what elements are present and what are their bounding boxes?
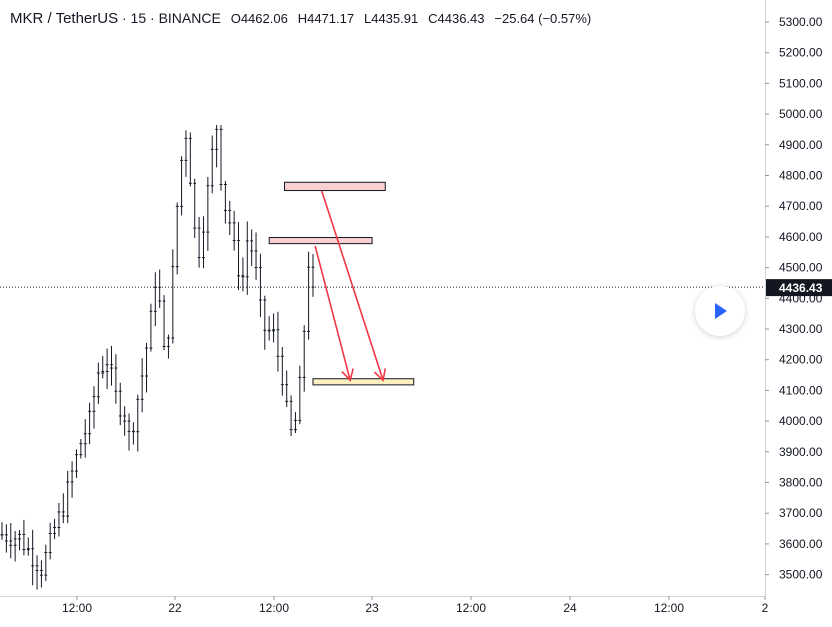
symbol-name[interactable]: MKR / TetherUS bbox=[10, 10, 119, 27]
price-tick-label: 5100.00 bbox=[779, 76, 823, 90]
exchange-label: BINANCE bbox=[158, 10, 221, 26]
last-price-badge-label: 4436.43 bbox=[779, 281, 823, 295]
price-zone bbox=[268, 237, 373, 245]
price-tick-label: 4300.00 bbox=[779, 322, 823, 336]
price-tick-label: 4500.00 bbox=[779, 261, 823, 275]
price-tick-label: 4600.00 bbox=[779, 230, 823, 244]
price-tick-label: 5300.00 bbox=[779, 15, 823, 29]
time-tick-label: 23 bbox=[365, 601, 379, 615]
ohlc-change: −25.64 (−0.57%) bbox=[494, 11, 592, 26]
price-tick-label: 3700.00 bbox=[779, 506, 823, 520]
time-tick-label: 12:00 bbox=[259, 601, 289, 615]
symbol-header: MKR / TetherUS · 15 · BINANCE O4462.06 H… bbox=[10, 10, 591, 27]
play-icon bbox=[715, 303, 727, 319]
ohlc-low: L4435.91 bbox=[363, 11, 419, 26]
trend-arrow bbox=[314, 245, 351, 381]
price-tick-label: 3500.00 bbox=[779, 568, 823, 582]
header-separator: · bbox=[150, 10, 155, 26]
price-tick-label: 4700.00 bbox=[779, 199, 823, 213]
ohlc-open: O4462.06 bbox=[230, 11, 288, 26]
time-tick-label: 2 bbox=[762, 601, 769, 615]
arrow-head bbox=[341, 368, 354, 382]
price-tick-label: 4100.00 bbox=[779, 383, 823, 397]
header-separator: · bbox=[121, 10, 127, 26]
time-tick-label: 12:00 bbox=[456, 601, 486, 615]
price-tick-label: 5000.00 bbox=[779, 107, 823, 121]
trend-arrow bbox=[320, 190, 384, 381]
arrow-head bbox=[373, 368, 387, 382]
price-tick-label: 5200.00 bbox=[779, 46, 823, 60]
candles-group bbox=[0, 125, 315, 590]
time-tick-label: 12:00 bbox=[654, 601, 684, 615]
price-tick-label: 3600.00 bbox=[779, 537, 823, 551]
ohlc-close: C4436.43 bbox=[428, 11, 485, 26]
time-tick-label: 12:00 bbox=[62, 601, 92, 615]
interval-label[interactable]: 15 bbox=[130, 10, 147, 26]
time-tick-label: 24 bbox=[563, 601, 577, 615]
price-zone bbox=[284, 181, 386, 192]
last-price-badge bbox=[766, 279, 832, 297]
time-tick-label: 22 bbox=[168, 601, 182, 615]
replay-play-button[interactable] bbox=[695, 286, 745, 336]
price-tick-label: 3900.00 bbox=[779, 445, 823, 459]
price-tick-label: 3800.00 bbox=[779, 476, 823, 490]
price-zone bbox=[312, 378, 415, 386]
price-tick-label: 4900.00 bbox=[779, 138, 823, 152]
price-tick-label: 4200.00 bbox=[779, 353, 823, 367]
price-tick-label: 4800.00 bbox=[779, 169, 823, 183]
drawings-group bbox=[268, 181, 415, 386]
price-tick-label: 4000.00 bbox=[779, 414, 823, 428]
ohlc-high: H4471.17 bbox=[297, 11, 355, 26]
